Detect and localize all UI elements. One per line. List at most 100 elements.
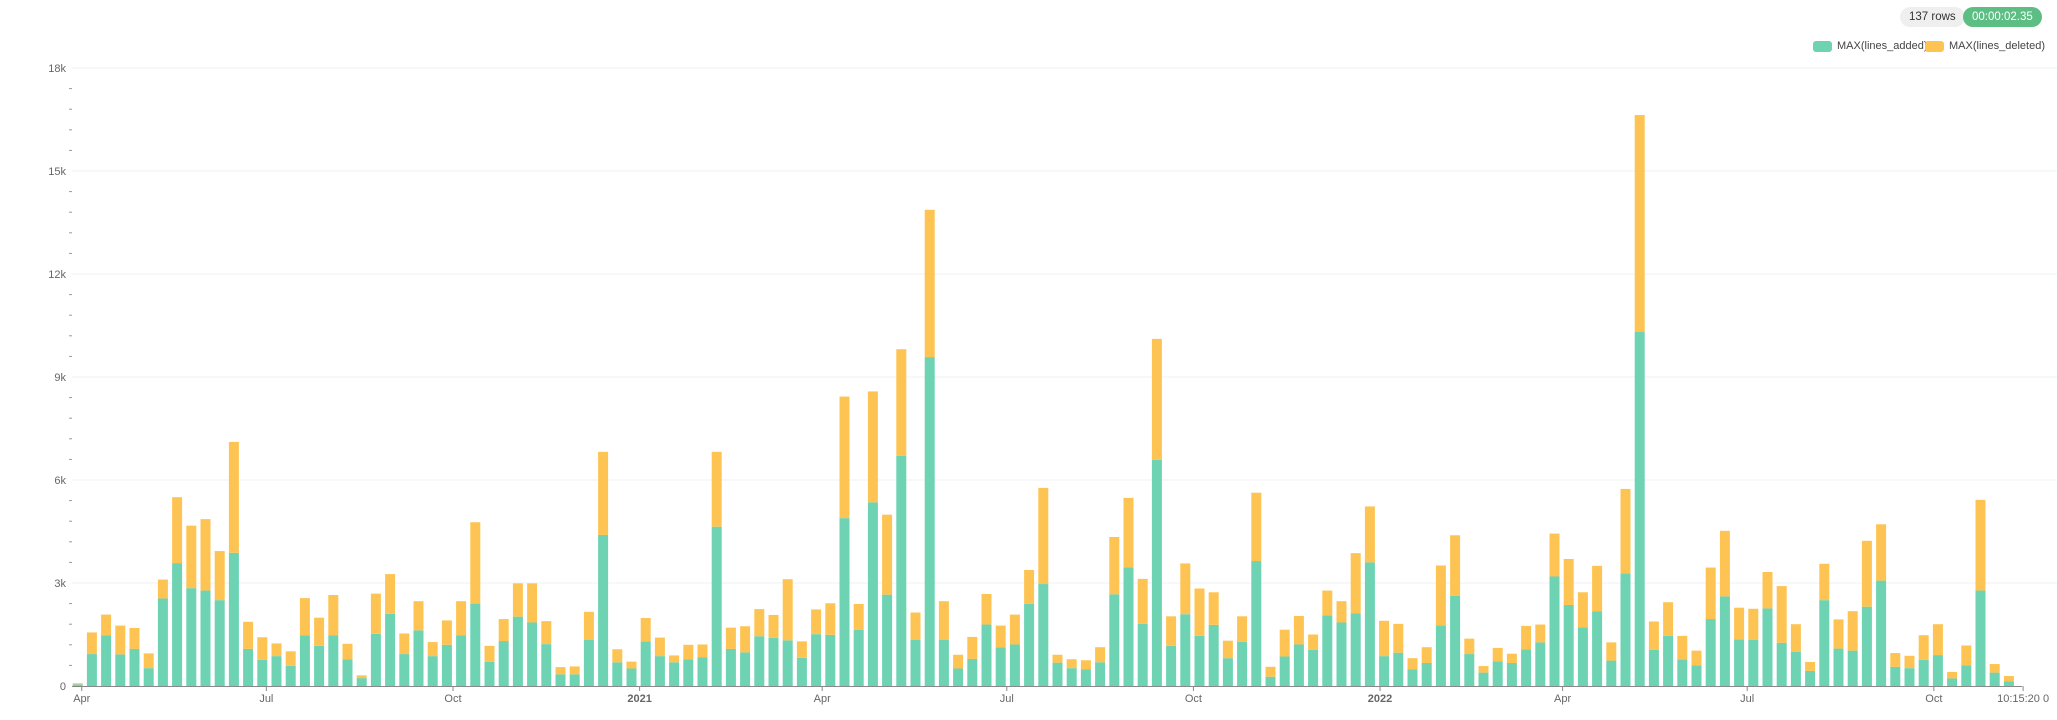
y-tick-label: 6k (54, 475, 66, 487)
bar-lines-added (1975, 590, 1986, 686)
bar-lines-added (1222, 658, 1233, 686)
bar-lines-added (1038, 584, 1049, 686)
bar-lines-deleted (512, 583, 523, 617)
bar-lines-deleted (683, 644, 694, 660)
x-tick-label: Jul (259, 693, 273, 705)
bar-lines-added (1762, 608, 1773, 686)
bar-lines-deleted (882, 514, 893, 595)
bar-lines-deleted (1208, 592, 1219, 625)
bar-lines-added (896, 455, 907, 686)
bar-lines-deleted (555, 667, 566, 675)
bar-lines-added (1790, 651, 1801, 686)
bar-lines-deleted (1450, 535, 1461, 596)
bar-lines-deleted (640, 618, 651, 642)
bar-lines-deleted (910, 612, 921, 640)
bar-lines-deleted (441, 620, 452, 645)
bar-lines-added (711, 526, 722, 686)
bar-lines-deleted (285, 651, 296, 666)
bar-lines-deleted (626, 661, 637, 669)
bar-lines-deleted (72, 683, 83, 685)
bar-lines-added (1577, 627, 1588, 686)
bar-lines-deleted (1663, 602, 1674, 636)
bar-lines-added (2003, 681, 2014, 686)
bar-lines-added (356, 678, 367, 686)
bar-lines-added (1379, 656, 1390, 686)
elapsed-time-badge: 00:00:02.35 (1963, 7, 2042, 27)
bar-lines-deleted (413, 601, 424, 631)
bar-lines-added (527, 622, 538, 686)
bar-lines-added (1194, 635, 1205, 686)
legend-item-lines-added[interactable]: MAX(lines_added) (1813, 40, 1928, 52)
bar-lines-deleted (328, 595, 339, 636)
bar-lines-added (1393, 652, 1404, 686)
bar-lines-added (1535, 642, 1546, 686)
bar-lines-deleted (1123, 497, 1134, 568)
bar-lines-deleted (1876, 524, 1887, 581)
bar-lines-deleted (740, 626, 751, 653)
bar-lines-deleted (1265, 666, 1276, 677)
row-count-badge: 137 rows (1900, 7, 1965, 27)
bar-lines-deleted (1989, 664, 2000, 673)
bar-lines-added (839, 518, 850, 686)
bar-lines-deleted (1506, 653, 1517, 663)
bar-lines-deleted (1705, 567, 1716, 620)
bar-lines-deleted (470, 522, 481, 604)
bar-lines-deleted (1095, 647, 1106, 663)
bar-lines-added (413, 630, 424, 686)
bar-lines-deleted (370, 593, 381, 634)
bar-lines-added (1847, 650, 1858, 686)
bar-lines-added (1549, 576, 1560, 686)
bar-lines-added (1322, 615, 1333, 686)
bar-lines-deleted (1904, 655, 1915, 669)
bar-lines-deleted (314, 617, 325, 646)
bar-lines-deleted (129, 627, 140, 649)
x-tick-label: Apr (814, 693, 831, 705)
bar-lines-added (1748, 639, 1759, 686)
bar-lines-added (995, 647, 1006, 686)
bar-lines-added (115, 654, 126, 686)
bar-lines-deleted (583, 611, 594, 640)
bar-lines-deleted (569, 666, 580, 675)
bar-lines-deleted (896, 349, 907, 456)
bar-lines-deleted (1464, 638, 1475, 655)
bar-lines-added (1350, 613, 1361, 686)
legend-item-lines-deleted[interactable]: MAX(lines_deleted) (1925, 40, 2045, 52)
bar-lines-deleted (1577, 592, 1588, 628)
bar-lines-added (1734, 639, 1745, 686)
bar-lines-added (271, 656, 282, 686)
bar-lines-added (498, 641, 509, 686)
bar-lines-deleted (1748, 608, 1759, 640)
bar-lines-added (1308, 649, 1319, 686)
bar-lines-deleted (1592, 565, 1603, 612)
bar-lines-deleted (1677, 635, 1688, 660)
bar-lines-deleted (1237, 616, 1248, 642)
bar-lines-added (228, 552, 239, 686)
bar-lines-deleted (101, 614, 112, 636)
bar-lines-added (257, 659, 268, 686)
bar-lines-deleted (243, 621, 254, 649)
bar-lines-added (285, 665, 296, 686)
bar-lines-added (938, 639, 949, 686)
bar-lines-deleted (1080, 660, 1091, 670)
bar-lines-added (1137, 623, 1148, 686)
bar-lines-added (86, 654, 97, 686)
bar-lines-added (924, 357, 935, 686)
bar-lines-deleted (1407, 658, 1418, 670)
bar-lines-deleted (1251, 492, 1262, 562)
bar-lines-deleted (186, 525, 197, 589)
bar-lines-deleted (1762, 572, 1773, 609)
bar-lines-added (1009, 644, 1020, 686)
bar-lines-added (1109, 594, 1120, 686)
bar-lines-added (1521, 649, 1532, 686)
bar-lines-added (583, 639, 594, 686)
bar-lines-added (1251, 561, 1262, 686)
bar-lines-deleted (1890, 653, 1901, 667)
bar-lines-deleted (1563, 558, 1574, 605)
x-tick-label: Apr (73, 693, 90, 705)
y-tick-label: 0 (60, 681, 66, 693)
bar-lines-added (101, 635, 112, 686)
bar-lines-deleted (711, 451, 722, 527)
bar-lines-deleted (1421, 647, 1432, 663)
bar-lines-deleted (342, 643, 353, 660)
